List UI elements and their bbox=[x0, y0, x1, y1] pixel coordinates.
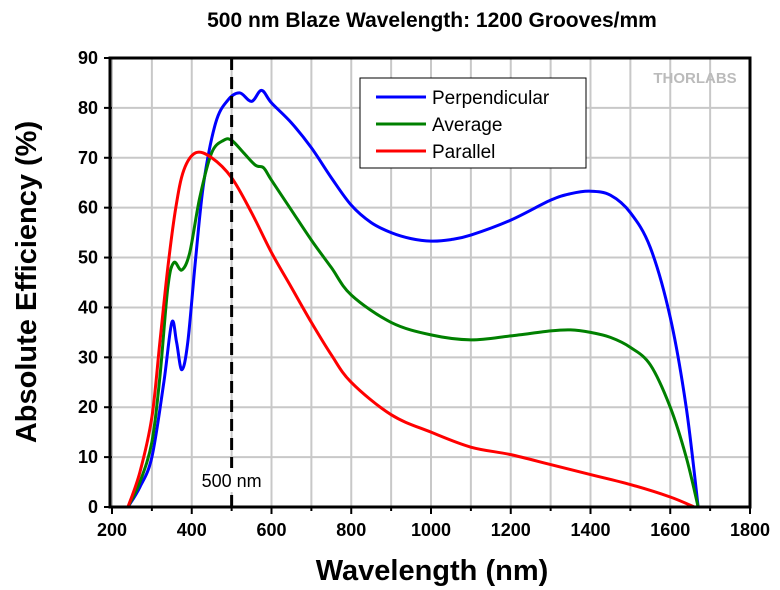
legend-label-perpendicular: Perpendicular bbox=[432, 88, 550, 109]
chart-title: 500 nm Blaze Wavelength: 1200 Grooves/mm bbox=[207, 9, 657, 32]
x-tick-label: 1800 bbox=[730, 520, 770, 540]
legend-label-parallel: Parallel bbox=[432, 142, 495, 163]
legend-label-average: Average bbox=[432, 115, 502, 136]
y-tick-label: 70 bbox=[78, 148, 98, 168]
y-tick-label: 50 bbox=[78, 248, 98, 268]
curves bbox=[126, 88, 700, 509]
ticks: 200 400 600 800 1000 1200 1400 1600 1800 0 10 20 30 4… bbox=[78, 48, 770, 540]
y-tick-label: 10 bbox=[78, 447, 98, 467]
y-tick-label: 30 bbox=[78, 347, 98, 367]
x-tick-label: 200 bbox=[97, 520, 127, 540]
thorlabs-watermark: THORLABS bbox=[653, 70, 736, 87]
series-line-perpendicular bbox=[126, 88, 700, 508]
series-line-parallel bbox=[126, 150, 695, 509]
x-tick-label: 600 bbox=[256, 520, 286, 540]
x-tick-label: 1600 bbox=[650, 520, 690, 540]
x-tick-label: 1400 bbox=[570, 520, 610, 540]
x-tick-label: 1200 bbox=[491, 520, 531, 540]
y-tick-label: 20 bbox=[78, 397, 98, 417]
legend: Perpendicular Average Parallel bbox=[359, 77, 587, 169]
x-tick-label: 1000 bbox=[411, 520, 451, 540]
x-axis-label: Wavelength (nm) bbox=[316, 555, 549, 587]
series-line-average bbox=[126, 137, 700, 508]
y-axis-label: Absolute Efficiency (%) bbox=[11, 121, 43, 443]
x-tick-label: 800 bbox=[336, 520, 366, 540]
y-tick-label: 40 bbox=[78, 297, 98, 317]
blaze-label-bg bbox=[193, 468, 270, 492]
blaze-wavelength-label: 500 nm bbox=[202, 471, 262, 491]
y-tick-label: 0 bbox=[88, 497, 98, 517]
y-tick-label: 60 bbox=[78, 198, 98, 218]
y-tick-label: 80 bbox=[78, 98, 98, 118]
y-tick-label: 90 bbox=[78, 48, 98, 68]
x-tick-label: 400 bbox=[177, 520, 207, 540]
